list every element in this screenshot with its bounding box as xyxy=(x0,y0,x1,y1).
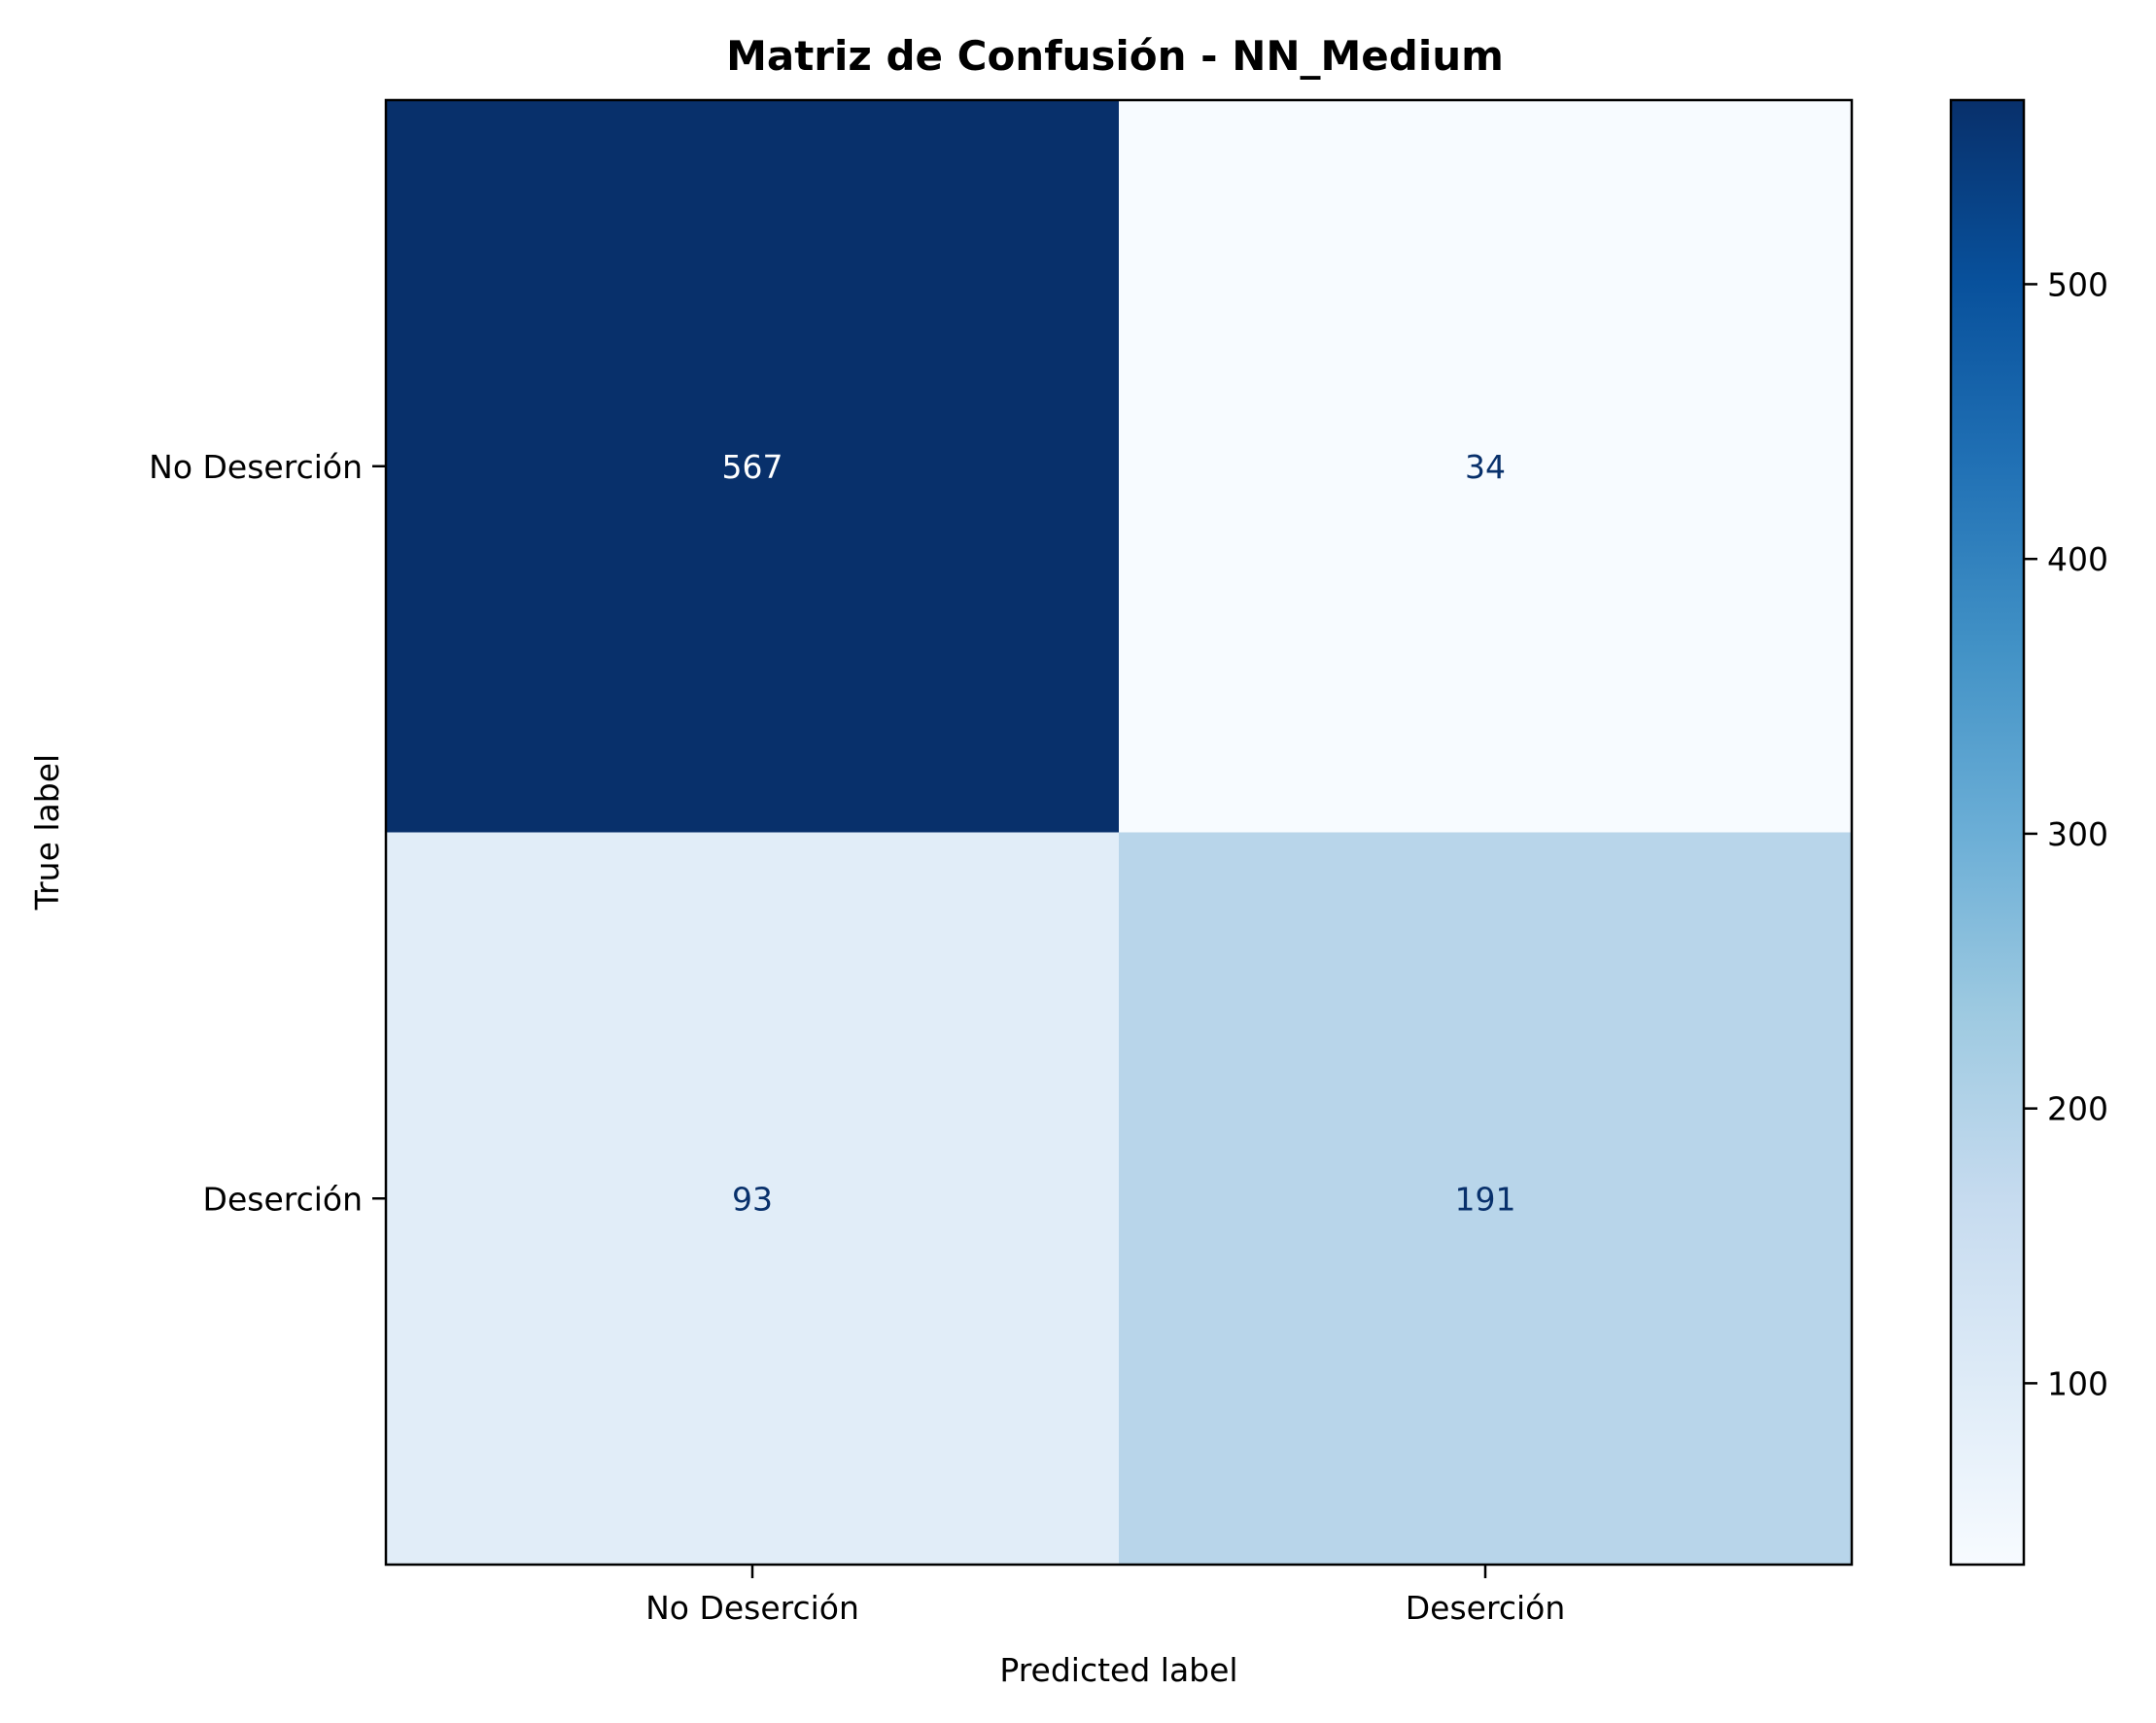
cell-value-label: 34 xyxy=(1465,448,1506,486)
y-axis-label: True label xyxy=(28,754,66,911)
colorbar-tick-label: 400 xyxy=(2047,540,2108,578)
y-axis: No Deserción Deserción xyxy=(149,448,386,1218)
cell-value-label: 191 xyxy=(1455,1180,1516,1218)
cell-value-label: 567 xyxy=(722,448,783,486)
colorbar-gradient xyxy=(1951,100,2024,1565)
colorbar-tick-label: 500 xyxy=(2047,265,2108,303)
colorbar-frame xyxy=(1949,98,2026,1567)
heatmap-cell xyxy=(1119,100,1852,833)
colorbar: 100 200 300 400 500 xyxy=(1949,98,2108,1567)
colorbar-tick-label: 200 xyxy=(2047,1090,2108,1128)
x-tick-label: No Deserción xyxy=(645,1589,859,1627)
heatmap-cell-labels: 567 34 93 191 xyxy=(722,448,1516,1219)
heatmap-cell xyxy=(386,832,1119,1565)
x-axis-label: Predicted label xyxy=(999,1651,1237,1689)
y-tick-label: Deserción xyxy=(203,1180,363,1218)
heatmap-cell xyxy=(1119,832,1852,1565)
x-axis: No Deserción Deserción xyxy=(645,1565,1565,1627)
heatmap-cell xyxy=(386,100,1119,833)
x-tick-label: Deserción xyxy=(1406,1589,1565,1627)
colorbar-ticks: 100 200 300 400 500 xyxy=(2024,265,2108,1402)
y-tick-label: No Deserción xyxy=(149,448,363,486)
colorbar-tick-label: 300 xyxy=(2047,815,2108,853)
colorbar-tick-label: 100 xyxy=(2047,1364,2108,1402)
plot-frame xyxy=(384,98,1854,1567)
cell-value-label: 93 xyxy=(732,1180,773,1218)
chart-title: Matriz de Confusión - NN_Medium xyxy=(726,32,1504,80)
heatmap-cells xyxy=(386,100,1852,1565)
